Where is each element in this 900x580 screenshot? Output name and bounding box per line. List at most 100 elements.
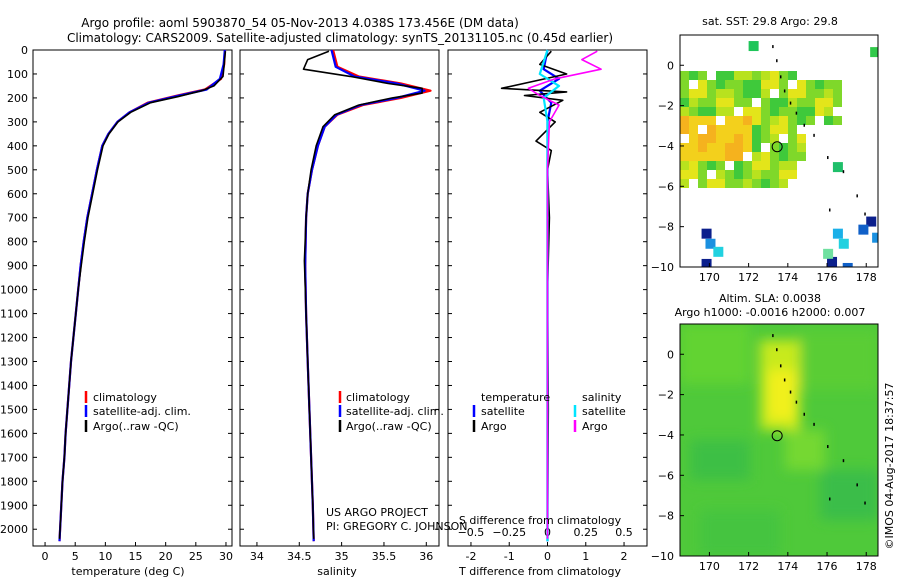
difference-chart: -2 -1 0 1 2−0.5 −0.25 0 0.25 0.5: [448, 49, 647, 563]
coastline-dot: [827, 445, 829, 449]
sst-cell: [680, 161, 689, 170]
x-tick-label: 0: [42, 550, 49, 563]
map-y-tick-label: −10: [651, 550, 674, 563]
sla-patch: [785, 430, 825, 470]
sst-cell: [824, 80, 833, 89]
coastline-dot: [842, 170, 845, 174]
sst-cell: [761, 89, 770, 98]
salinity-plot-frame: [239, 49, 440, 547]
coastline-dot: [779, 75, 782, 79]
sst-cell: [701, 258, 712, 267]
sst-cell: [707, 143, 716, 152]
y-tick-label: 300: [7, 116, 28, 129]
x-tick-label: -1: [504, 550, 515, 563]
sst-cell: [698, 89, 707, 98]
sst-cell: [797, 152, 806, 161]
sst-cell: [698, 170, 707, 179]
sst-cell: [707, 125, 716, 134]
sst-cell: [707, 80, 716, 89]
sst-cell: [734, 152, 743, 161]
y-tick-label: 500: [7, 164, 28, 177]
sst-cell: [752, 170, 761, 179]
sst-cell: [725, 143, 734, 152]
s-tick-label: 0.25: [574, 526, 599, 539]
sst-cell: [725, 170, 734, 179]
sst-cell: [806, 80, 815, 89]
sst-cell: [779, 179, 788, 188]
sst-cell: [858, 224, 869, 235]
x-tick-label: 36: [419, 550, 433, 563]
sst-cell: [689, 152, 698, 161]
y-tick-label: 1800: [0, 475, 28, 488]
sst-cell: [707, 152, 716, 161]
sst-cell: [806, 116, 815, 125]
s-tick-label: −0.5: [458, 526, 485, 539]
sst-cell: [743, 170, 752, 179]
sst-cell: [827, 256, 838, 267]
coastline-dot: [783, 378, 786, 382]
sst-cell: [779, 89, 788, 98]
sla-patch: [680, 324, 750, 384]
sst-cell: [779, 143, 788, 152]
temperature-chart: 0100200300400500600700800900100011001200…: [0, 44, 233, 563]
x-tick-label: 0: [544, 550, 551, 563]
sst-cell: [779, 107, 788, 116]
sst-cell: [779, 161, 788, 170]
salinity-legend: climatology satellite-adj. clim. Argo(..…: [338, 391, 444, 433]
sst-cell: [680, 179, 689, 188]
header-line-1: Argo profile: aoml 5903870_54 05-Nov-201…: [81, 16, 519, 30]
sst-cell: [770, 116, 779, 125]
y-tick-label: 600: [7, 188, 28, 201]
map-y-tick-label: −4: [658, 140, 674, 153]
sst-cell: [797, 80, 806, 89]
sst-cell: [752, 125, 761, 134]
sst-cell: [743, 89, 752, 98]
sst-cell: [698, 179, 707, 188]
sst-cell: [680, 71, 689, 80]
s-tick-label: 0.5: [615, 526, 633, 539]
sst-cell: [788, 98, 797, 107]
sst-cell: [832, 228, 843, 239]
x-tick-label: 5: [72, 550, 79, 563]
legend-temperature-title: temperature: [481, 391, 550, 404]
pi-credit: PI: GREGORY C. JOHNSON: [326, 520, 467, 533]
sla-map-title-1: Altim. SLA: 0.0038: [719, 292, 821, 305]
sst-cell: [734, 98, 743, 107]
sst-cell: [788, 161, 797, 170]
sst-cell: [716, 80, 725, 89]
coastline-dot: [827, 156, 829, 160]
map-y-tick-label: −6: [658, 180, 674, 193]
y-tick-label: 1100: [0, 308, 28, 321]
sst-cell: [698, 71, 707, 80]
sst-cell: [743, 125, 752, 134]
x-tick-label: 20: [159, 550, 173, 563]
legend-argo-label: Argo(..raw -QC): [346, 420, 432, 433]
sst-cell: [779, 116, 788, 125]
sst-cell: [725, 116, 734, 125]
sst-cell: [797, 98, 806, 107]
sst-cell: [788, 125, 797, 134]
sst-cell: [743, 179, 752, 188]
legend-argo-label: Argo(..raw -QC): [93, 420, 179, 433]
sst-cell: [734, 179, 743, 188]
map-y-tick-label: −2: [658, 100, 674, 113]
sst-cell: [725, 80, 734, 89]
sst-cell: [815, 107, 824, 116]
series-line: [304, 49, 426, 542]
sst-cell: [824, 116, 833, 125]
map-x-tick-label: 178: [856, 271, 877, 284]
y-tick-label: 1400: [0, 379, 28, 392]
sst-cell: [838, 238, 849, 249]
y-tick-label: 800: [7, 236, 28, 249]
sla-low-patch: [820, 470, 878, 520]
coastline-dot: [789, 101, 792, 105]
sst-cell: [689, 89, 698, 98]
sst-cell: [761, 134, 770, 143]
sst-cell: [770, 152, 779, 161]
sst-cell: [734, 89, 743, 98]
sst-cell: [748, 41, 759, 52]
coastline-dot: [772, 334, 774, 338]
imos-credit: ©IMOS 04-Aug-2017 18:37:57: [883, 383, 896, 550]
sst-cell: [698, 143, 707, 152]
x-tick-label: 1: [582, 550, 589, 563]
